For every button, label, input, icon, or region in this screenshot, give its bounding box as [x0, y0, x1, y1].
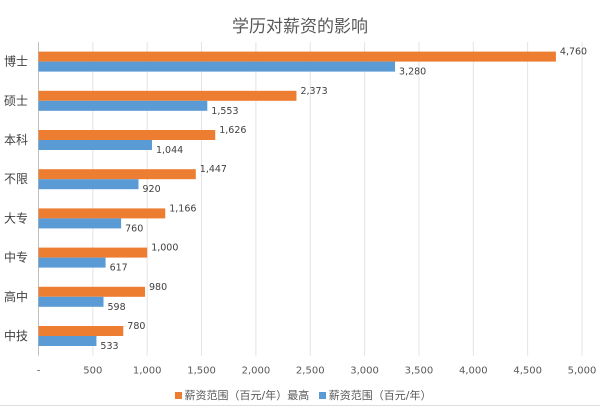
x-tick-label: 2,500 [296, 366, 325, 377]
data-label: 3,280 [399, 67, 426, 78]
bar-max [38, 130, 216, 140]
data-label: 4,760 [560, 47, 587, 58]
data-label: 980 [149, 282, 167, 293]
x-tick-label: 1,000 [133, 366, 162, 377]
bar-max [38, 326, 124, 336]
data-label: 760 [125, 223, 143, 234]
data-label: 1,166 [169, 203, 196, 214]
y-tick-label: 博士 [4, 54, 28, 69]
bar-range [38, 140, 152, 150]
data-label: 1,447 [200, 164, 227, 175]
bar-max [38, 286, 146, 297]
legend: 薪资范围（百元/年）最高 薪资范围（百元/年） [0, 387, 600, 403]
bar-max [38, 51, 556, 62]
y-tick-label: 大专 [4, 210, 28, 225]
bar-range [38, 257, 106, 268]
legend-label-max: 薪资范围（百元/年）最高 [184, 389, 310, 402]
y-tick-label: 不限 [4, 172, 28, 186]
x-tick-label: - [37, 366, 41, 377]
data-label: 1,626 [219, 125, 246, 136]
bar-range [38, 218, 122, 229]
y-tick-label: 硕士 [4, 94, 28, 108]
data-label: 598 [108, 302, 126, 313]
bar-range [38, 179, 139, 190]
x-tick-label: 4,000 [459, 366, 488, 377]
data-label: 533 [100, 341, 118, 352]
data-label: 617 [110, 263, 128, 274]
data-label: 2,373 [300, 86, 327, 97]
y-tick-label: 中技 [4, 328, 28, 343]
x-tick-label: 500 [83, 366, 102, 377]
data-label: 780 [127, 321, 145, 332]
bar-range [38, 61, 396, 72]
bar-range [38, 336, 97, 346]
legend-swatch-max [174, 392, 182, 399]
data-label: 1,553 [211, 106, 238, 117]
data-label: 1,044 [156, 145, 183, 156]
y-tick-label: 本科 [4, 133, 28, 147]
x-tick-label: 1,500 [187, 366, 216, 377]
bar-max [38, 169, 196, 180]
x-tick-label: 4,500 [513, 366, 542, 377]
x-tick-label: 3,000 [350, 366, 379, 377]
bar-max [38, 90, 297, 101]
legend-swatch-range [318, 392, 326, 399]
bar-max [38, 208, 166, 219]
legend-label-range: 薪资范围（百元/年） [328, 389, 432, 402]
data-label: 1,000 [151, 243, 178, 254]
bar-range [38, 100, 208, 111]
divider [0, 405, 600, 406]
x-tick-label: 5,000 [568, 366, 597, 377]
x-tick-label: 3,500 [405, 366, 434, 377]
y-tick-label: 高中 [4, 289, 28, 304]
x-tick-label: 2,000 [242, 366, 271, 377]
chart-title: 学历对薪资的影响 [232, 17, 368, 37]
y-tick-label: 中专 [4, 250, 28, 265]
data-label: 920 [143, 184, 161, 195]
bar-range [38, 296, 104, 307]
bar-max [38, 247, 148, 258]
